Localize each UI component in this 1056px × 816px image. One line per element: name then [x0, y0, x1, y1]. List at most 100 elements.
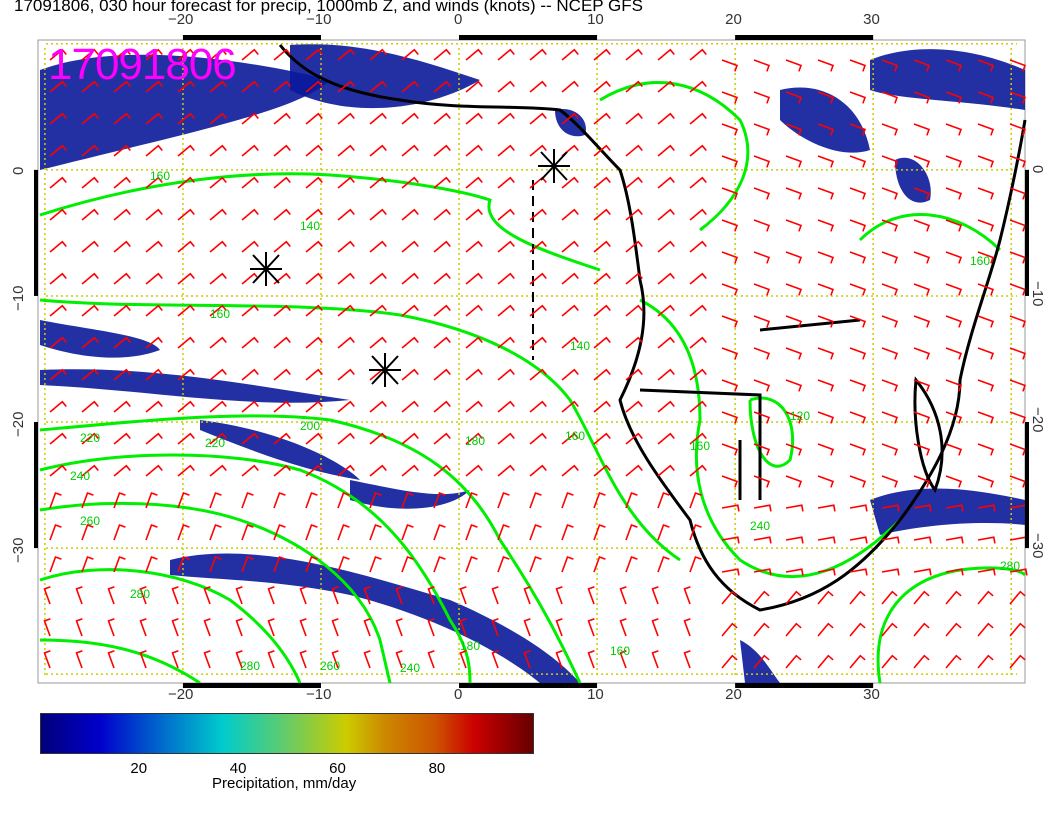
- wind-barb: [209, 176, 227, 189]
- wind-barb: [881, 283, 899, 296]
- wind-barb: [721, 411, 739, 424]
- wind-barb: [81, 464, 99, 477]
- wind-barb: [465, 176, 483, 189]
- wind-barb: [785, 504, 804, 512]
- wind-barb: [689, 491, 702, 509]
- wind-barb: [977, 379, 995, 392]
- wind-barb: [363, 586, 371, 605]
- wind-barb: [81, 555, 94, 573]
- wind-barb: [945, 155, 963, 168]
- wind-barb: [817, 187, 835, 200]
- wind-barb: [977, 219, 995, 232]
- contour-label: 280: [130, 587, 150, 601]
- wind-barb: [337, 208, 355, 221]
- wind-barb: [945, 536, 964, 544]
- wind-barb: [721, 443, 739, 456]
- coastline: [278, 44, 1027, 612]
- wind-barb: [465, 491, 478, 509]
- wind-barb: [529, 208, 547, 221]
- wind-barb: [491, 586, 499, 605]
- wind-barb: [49, 112, 67, 125]
- wind-barb: [241, 336, 259, 349]
- wind-barb: [241, 555, 254, 573]
- wind-barb: [913, 251, 931, 264]
- wind-barb: [683, 618, 691, 637]
- wind-barb: [241, 400, 259, 413]
- wind-barb: [881, 504, 900, 512]
- wind-barb: [689, 272, 707, 285]
- wind-barb: [913, 411, 931, 424]
- wind-barb: [849, 187, 867, 200]
- lat-tick-label-right: −20: [1029, 407, 1046, 433]
- wind-barb: [529, 144, 547, 157]
- wind-barb: [849, 443, 867, 456]
- wind-barb: [273, 112, 291, 125]
- wind-barb: [721, 283, 739, 296]
- contour-label: 140: [300, 219, 320, 233]
- lon-tick-label-bottom: 10: [587, 686, 604, 703]
- wind-barb: [267, 618, 275, 637]
- wind-barb: [523, 650, 531, 669]
- wind-barb: [369, 80, 387, 93]
- wind-barb: [849, 536, 868, 544]
- wind-barb: [43, 586, 51, 605]
- wind-barb: [657, 48, 675, 61]
- wind-barb: [497, 555, 510, 573]
- wind-barb: [587, 618, 595, 637]
- wind-barb: [401, 368, 419, 381]
- wind-barb: [721, 91, 739, 104]
- wind-barb: [177, 304, 195, 317]
- wind-barb: [177, 464, 195, 477]
- wind-barb: [619, 650, 627, 669]
- wind-barb: [305, 144, 323, 157]
- wind-barb: [171, 618, 179, 637]
- wind-barb: [369, 400, 387, 413]
- wind-barb: [145, 176, 163, 189]
- wind-barb: [561, 523, 574, 541]
- contour-label: 220: [80, 431, 100, 445]
- lon-tick-label-top: −20: [167, 11, 194, 28]
- wind-barb: [817, 123, 835, 136]
- wind-barb: [177, 336, 195, 349]
- wind-barb: [721, 59, 739, 72]
- wind-barb: [145, 523, 158, 541]
- wind-barb: [945, 622, 962, 637]
- wind-barb: [689, 144, 707, 157]
- wind-barb: [497, 464, 515, 477]
- wind-barb: [753, 622, 770, 637]
- wind-barb: [977, 568, 996, 576]
- contour-line: [858, 213, 1002, 252]
- wind-barb: [433, 368, 451, 381]
- wind-barb: [689, 523, 702, 541]
- wind-barb: [401, 80, 419, 93]
- wind-barb: [593, 144, 611, 157]
- wind-barb: [241, 523, 254, 541]
- wind-barb: [785, 219, 803, 232]
- wind-barb: [753, 347, 771, 360]
- wind-barb: [465, 368, 483, 381]
- wind-barb: [465, 208, 483, 221]
- wind-barb: [81, 432, 99, 445]
- precip-area: [40, 320, 160, 358]
- wind-barb: [145, 555, 158, 573]
- wind-barb: [555, 650, 563, 669]
- wind-barb: [619, 586, 627, 605]
- wind-barb: [209, 336, 227, 349]
- wind-barb: [81, 80, 99, 93]
- wind-barb: [657, 112, 675, 125]
- wind-barb: [657, 240, 675, 253]
- wind-barb: [561, 555, 574, 573]
- wind-barb: [881, 379, 899, 392]
- wind-barb: [113, 555, 126, 573]
- wind-barb: [497, 368, 515, 381]
- wind-barb: [881, 347, 899, 360]
- wind-barb: [593, 272, 611, 285]
- wind-barb: [465, 304, 483, 317]
- wind-barb: [177, 523, 190, 541]
- wind-barb: [593, 368, 611, 381]
- wind-barb: [785, 622, 802, 637]
- wind-barb: [305, 176, 323, 189]
- wind-barb: [817, 568, 836, 576]
- wind-barb: [657, 336, 675, 349]
- wind-barb: [113, 491, 126, 509]
